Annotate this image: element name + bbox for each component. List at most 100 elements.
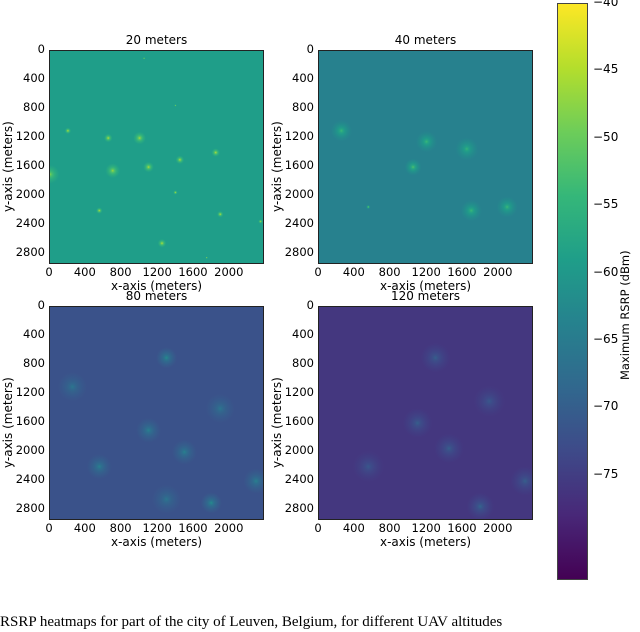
x-tick-label: 1200 — [411, 265, 441, 279]
heatmap-hotspot — [204, 393, 236, 424]
y-tick-label: 400 — [292, 327, 314, 342]
y-tick-label: 2000 — [284, 187, 314, 202]
heatmap-hotspot — [420, 342, 451, 374]
y-tick-label: 0 — [306, 42, 314, 56]
colorbar-tick: −55 — [593, 197, 619, 212]
heatmap-hotspot — [205, 256, 208, 259]
y-tick-label: 1600 — [15, 414, 45, 429]
panel-title: 20 meters — [125, 33, 188, 47]
x-tick-label: 2000 — [483, 521, 513, 535]
heatmap-hotspot — [56, 371, 88, 403]
y-tick-label: 2800 — [15, 245, 45, 260]
y-tick-label: 1600 — [284, 414, 314, 429]
y-tick-label: 800 — [292, 356, 314, 371]
heatmap-hotspot — [460, 199, 483, 222]
x-axis-label: x-axis (meters) — [111, 535, 202, 549]
y-tick-label: 800 — [23, 356, 45, 371]
x-tick-label: 2000 — [214, 265, 244, 279]
panel-title: 40 meters — [394, 33, 457, 47]
y-tick-label: 2400 — [15, 216, 45, 231]
heatmap-hotspot — [258, 219, 263, 224]
colorbar — [557, 3, 588, 580]
heatmap-svg — [319, 51, 532, 263]
y-tick-label: 400 — [23, 327, 45, 342]
x-tick-label: 400 — [73, 265, 96, 279]
heatmap-hotspot — [95, 207, 103, 214]
x-tick-label: 1200 — [411, 521, 441, 535]
x-tick-label: 1600 — [447, 521, 477, 535]
x-tick-label: 1200 — [142, 521, 172, 535]
x-tick-label: 2000 — [483, 265, 513, 279]
heatmap-hotspot — [509, 465, 532, 497]
x-tick-label: 800 — [378, 521, 401, 535]
heatmap-hotspot — [151, 483, 182, 515]
y-tick-label: 0 — [37, 298, 45, 312]
colorbar-tick: −75 — [593, 466, 619, 481]
y-tick-label: 1200 — [15, 385, 45, 400]
x-tick-label: 400 — [342, 265, 365, 279]
heatmap-background — [319, 51, 532, 263]
y-tick-label: 2800 — [284, 501, 314, 516]
y-tick-label: 2000 — [15, 443, 45, 458]
heatmap-hotspot — [200, 491, 223, 514]
heatmap-hotspot — [143, 161, 155, 173]
y-tick-label: 1200 — [284, 385, 314, 400]
y-tick-label: 400 — [23, 71, 45, 86]
x-tick-label: 1600 — [178, 521, 208, 535]
x-tick-label: 0 — [314, 521, 322, 535]
x-tick-label: 0 — [45, 521, 53, 535]
heatmap-hotspot — [216, 210, 224, 218]
x-tick-label: 400 — [73, 521, 96, 535]
x-axis-label: x-axis (meters) — [380, 279, 471, 293]
y-tick-label: 2400 — [284, 472, 314, 487]
heatmap-hotspot — [171, 438, 198, 466]
y-tick-label: 0 — [306, 298, 314, 312]
heatmap-background — [50, 51, 263, 263]
y-tick-label: 2000 — [284, 443, 314, 458]
heatmap-svg — [319, 307, 532, 519]
colorbar-tick: −45 — [593, 62, 619, 77]
y-tick-label: 2800 — [284, 245, 314, 260]
heatmap-panel — [49, 306, 264, 520]
heatmap-hotspot — [142, 57, 146, 60]
heatmap-hotspot — [105, 162, 121, 179]
heatmap-hotspot — [433, 433, 465, 464]
x-tick-label: 800 — [109, 265, 132, 279]
heatmap-hotspot — [351, 450, 385, 484]
heatmap-svg — [50, 51, 263, 263]
heatmap-hotspot — [132, 131, 147, 145]
y-tick-label: 2000 — [15, 187, 45, 202]
panel-title: 120 meters — [390, 289, 461, 303]
heatmap-hotspot — [86, 453, 113, 480]
y-tick-label: 1600 — [15, 158, 45, 173]
y-tick-label: 2400 — [284, 216, 314, 231]
heatmap-hotspot — [415, 130, 438, 153]
heatmap-hotspot — [211, 148, 221, 157]
colorbar-tick: −70 — [593, 399, 619, 414]
colorbar-tick: −40 — [593, 0, 619, 9]
x-tick-label: 1600 — [178, 265, 208, 279]
heatmap-hotspot — [402, 407, 433, 439]
heatmap-hotspot — [135, 417, 162, 444]
heatmap-svg — [50, 307, 263, 519]
heatmap-hotspot — [404, 158, 422, 176]
y-tick-label: 0 — [37, 42, 45, 56]
heatmap-panel — [318, 306, 533, 520]
heatmap-hotspot — [175, 155, 185, 165]
x-tick-label: 0 — [45, 265, 53, 279]
heatmap-hotspot — [64, 127, 72, 135]
x-tick-label: 400 — [342, 521, 365, 535]
figure-caption: RSRP heatmaps for part of the city of Le… — [0, 614, 503, 630]
heatmap-hotspot — [174, 104, 177, 107]
colorbar-label: Maximum RSRP (dBm) — [618, 250, 632, 380]
x-tick-label: 0 — [314, 265, 322, 279]
y-tick-label: 800 — [23, 100, 45, 115]
y-tick-label: 400 — [292, 71, 314, 86]
y-tick-label: 2800 — [15, 501, 45, 516]
heatmap-hotspot — [496, 195, 519, 218]
colorbar-tick: −50 — [593, 129, 619, 144]
heatmap-hotspot — [242, 467, 263, 495]
heatmap-hotspot — [366, 204, 371, 210]
heatmap-hotspot — [173, 190, 178, 195]
y-tick-label: 1200 — [284, 129, 314, 144]
